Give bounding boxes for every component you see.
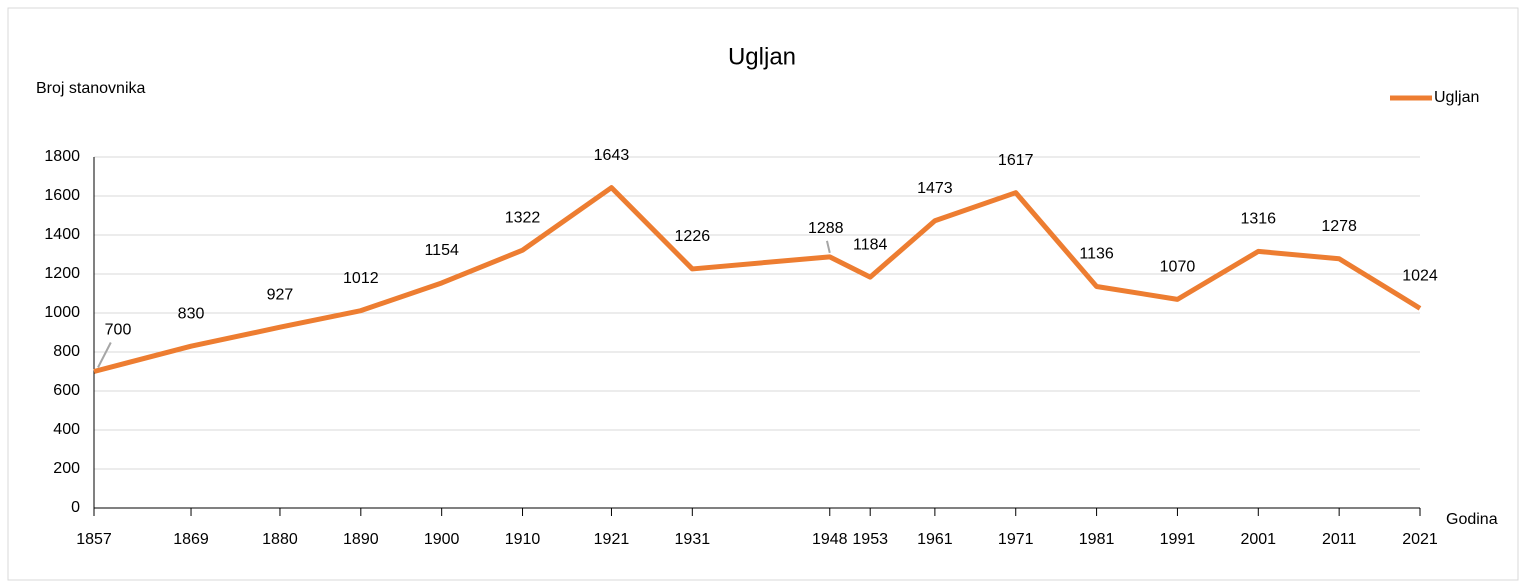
y-tick-label: 400 bbox=[53, 421, 80, 438]
data-label: 1184 bbox=[853, 236, 888, 253]
x-tick-label: 1900 bbox=[424, 531, 460, 548]
data-label: 1617 bbox=[998, 152, 1034, 169]
chart-border bbox=[7, 7, 1519, 581]
y-tick-label: 1400 bbox=[44, 226, 80, 243]
x-tick-label: 2001 bbox=[1240, 531, 1276, 548]
data-label: 1316 bbox=[1240, 211, 1276, 228]
data-label: 1288 bbox=[808, 220, 844, 237]
data-label: 1643 bbox=[594, 147, 630, 164]
x-tick-label: 1890 bbox=[343, 531, 379, 548]
x-tick-label: 2011 bbox=[1322, 531, 1357, 548]
x-tick-label: 1921 bbox=[594, 531, 630, 548]
data-label: 927 bbox=[267, 286, 294, 303]
legend-label: Ugljan bbox=[1434, 89, 1479, 106]
chart-title: Ugljan bbox=[728, 43, 796, 70]
x-tick-label: 1910 bbox=[505, 531, 541, 548]
x-tick-label: 1857 bbox=[76, 531, 112, 548]
data-label: 700 bbox=[105, 322, 132, 339]
leader-line bbox=[97, 342, 112, 368]
x-tick-label: 1991 bbox=[1160, 531, 1196, 548]
y-tick-label: 1600 bbox=[44, 187, 80, 204]
x-tick-label: 1880 bbox=[262, 531, 298, 548]
y-tick-label: 200 bbox=[53, 460, 80, 477]
y-tick-label: 1200 bbox=[44, 265, 80, 282]
data-label: 1278 bbox=[1321, 218, 1357, 235]
data-label: 1136 bbox=[1079, 246, 1114, 263]
x-tick-label: 1953 bbox=[852, 531, 888, 548]
y-tick-label: 1000 bbox=[44, 304, 80, 321]
data-label: 1473 bbox=[917, 180, 953, 197]
data-label: 1154 bbox=[424, 242, 459, 259]
data-line bbox=[93, 185, 1422, 374]
leader-line bbox=[825, 240, 831, 254]
data-label: 1226 bbox=[675, 228, 711, 245]
x-tick-label: 1971 bbox=[998, 531, 1034, 548]
data-label: 1024 bbox=[1402, 268, 1438, 285]
y-axis-label: Broj stanovnika bbox=[36, 80, 145, 97]
x-tick-label: 1961 bbox=[917, 531, 953, 548]
y-tick-label: 600 bbox=[53, 382, 80, 399]
x-tick-label: 1869 bbox=[173, 531, 209, 548]
data-label: 1012 bbox=[343, 270, 379, 287]
x-tick-label: 1981 bbox=[1079, 531, 1115, 548]
data-label: 830 bbox=[178, 305, 205, 322]
y-tick-label: 800 bbox=[53, 343, 80, 360]
x-tick-label: 2021 bbox=[1402, 531, 1438, 548]
x-tick-label: 1948 bbox=[812, 531, 848, 548]
y-tick-label: 0 bbox=[71, 499, 80, 516]
x-axis-label: Godina bbox=[1446, 511, 1498, 528]
data-label: 1070 bbox=[1160, 259, 1196, 276]
x-tick-label: 1931 bbox=[675, 531, 711, 548]
data-label: 1322 bbox=[505, 209, 541, 226]
y-tick-label: 1800 bbox=[44, 148, 80, 165]
